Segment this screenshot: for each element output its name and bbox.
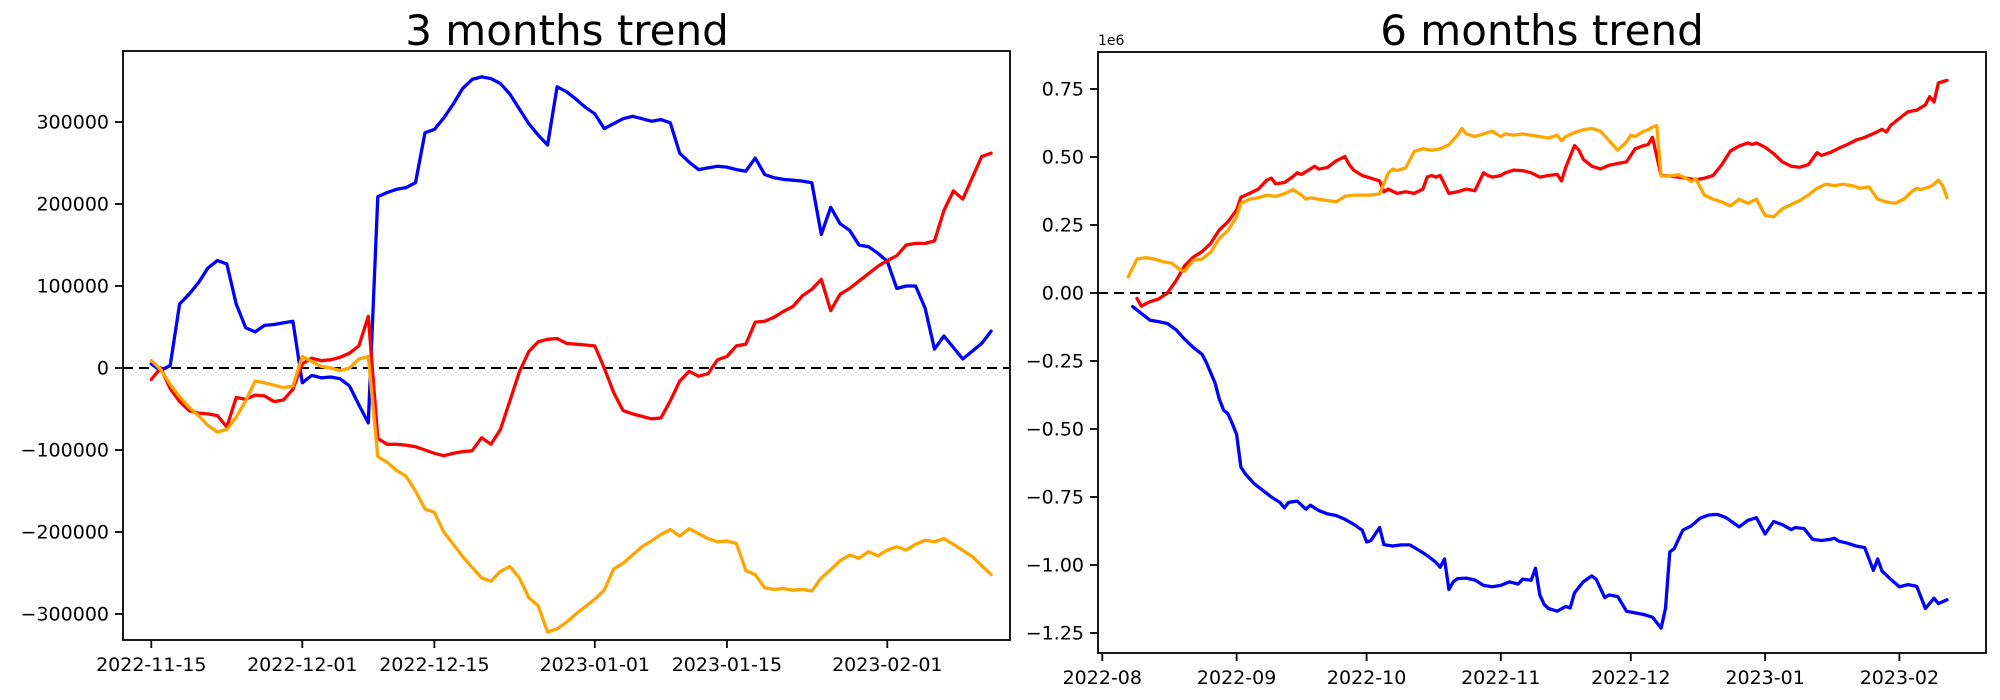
y-tick-label: −0.50 xyxy=(1026,419,1084,441)
x-tick-label: 2022-12-15 xyxy=(379,654,489,676)
right-chart-title: 6 months trend xyxy=(1380,6,1704,55)
x-tick-label: 2023-02-01 xyxy=(832,654,942,676)
y-tick-label: 0.50 xyxy=(1042,147,1084,169)
x-tick-label: 2022-12 xyxy=(1591,667,1670,689)
series-line-red xyxy=(1135,78,1949,308)
x-tick-label: 2022-08 xyxy=(1063,667,1142,689)
plot-border xyxy=(1097,51,1987,654)
y-tick-label: 0.75 xyxy=(1042,79,1084,101)
y-tick-label: −0.75 xyxy=(1026,487,1084,509)
y-tick-label: 0.25 xyxy=(1042,215,1084,237)
series-line-orange xyxy=(1126,124,1949,279)
x-tick-label: 2022-09 xyxy=(1197,667,1276,689)
x-tick-label: 2022-12-01 xyxy=(247,654,357,676)
x-tick-label: 2022-10 xyxy=(1327,667,1406,689)
left-chart-title: 3 months trend xyxy=(405,6,729,55)
y-tick-label: 100000 xyxy=(36,276,109,298)
y-tick-label: −1.25 xyxy=(1026,623,1084,645)
y-tick-label: 0.00 xyxy=(1042,283,1084,305)
x-tick-label: 2023-02 xyxy=(1860,667,1939,689)
x-tick-label: 2022-11 xyxy=(1461,667,1540,689)
y-tick-label: 300000 xyxy=(36,112,109,134)
y-tick-label: −300000 xyxy=(21,604,109,626)
series-line-blue xyxy=(1131,304,1949,630)
y-axis-offset-label: 1e6 xyxy=(1098,33,1125,49)
series-line-orange xyxy=(149,354,993,634)
x-tick-label: 2022-11-15 xyxy=(96,654,206,676)
y-tick-label: −1.00 xyxy=(1026,555,1084,577)
series-line-red xyxy=(149,151,993,458)
x-tick-label: 2023-01-15 xyxy=(672,654,782,676)
y-tick-label: 200000 xyxy=(36,194,109,216)
x-tick-label: 2023-01-01 xyxy=(540,654,650,676)
y-tick-label: 0 xyxy=(97,358,109,380)
y-tick-label: −0.25 xyxy=(1026,351,1084,373)
y-tick-label: −100000 xyxy=(21,440,109,462)
plot-border xyxy=(122,50,1011,641)
series-line-blue xyxy=(149,75,993,425)
y-tick-label: −200000 xyxy=(21,522,109,544)
x-tick-label: 2023-01 xyxy=(1725,667,1804,689)
